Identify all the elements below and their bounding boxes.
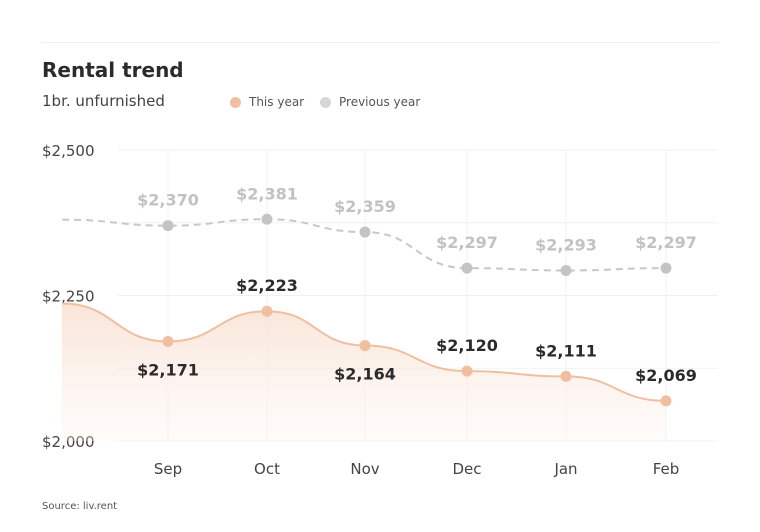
legend-label: Previous year — [339, 95, 421, 109]
top-divider — [42, 42, 718, 43]
source-note: Source: liv.rent — [42, 501, 118, 512]
legend-dot-previous-year — [320, 96, 331, 108]
chart-title: Rental trend — [42, 58, 184, 82]
legend-this-year: This year — [230, 95, 304, 109]
previous-year-point — [359, 226, 371, 238]
this-year-point — [359, 340, 371, 352]
previous-year-data-label: $2,370 — [137, 191, 199, 210]
y-tick-label: $2,500 — [42, 142, 95, 160]
this-year-point — [461, 365, 473, 377]
this-year-point — [162, 335, 174, 347]
previous-year-point — [660, 262, 672, 274]
this-year-data-label: $2,111 — [535, 341, 597, 360]
x-tick-label: Nov — [350, 460, 379, 478]
this-year-data-label: $2,069 — [635, 366, 697, 385]
previous-year-data-label: $2,297 — [436, 233, 498, 252]
x-tick-label: Oct — [254, 460, 280, 478]
x-tick-label: Jan — [553, 460, 577, 478]
legend-dot-this-year — [230, 96, 241, 108]
this-year-data-label: $2,164 — [334, 365, 396, 384]
this-year-data-label: $2,120 — [436, 336, 498, 355]
this-year-data-label: $2,223 — [236, 276, 298, 295]
legend-previous-year: Previous year — [320, 95, 420, 109]
this-year-point — [660, 395, 672, 407]
this-year-point — [560, 370, 572, 382]
x-tick-label: Feb — [653, 460, 680, 478]
previous-year-point — [461, 262, 473, 274]
previous-year-data-label: $2,297 — [635, 233, 697, 252]
previous-year-point — [560, 264, 572, 276]
previous-year-data-label: $2,293 — [535, 235, 597, 254]
this-year-point — [261, 305, 273, 317]
this-year-area — [62, 303, 666, 441]
chart-subtitle: 1br. unfurnished — [42, 92, 165, 110]
this-year-data-label: $2,171 — [137, 360, 199, 379]
previous-year-point — [162, 220, 174, 232]
previous-year-data-label: $2,359 — [334, 197, 396, 216]
x-tick-label: Sep — [154, 460, 182, 478]
y-tick-label: $2,250 — [42, 288, 95, 306]
previous-year-data-label: $2,381 — [236, 184, 298, 203]
x-tick-label: Dec — [452, 460, 481, 478]
legend-label: This year — [249, 95, 305, 109]
previous-year-point — [261, 213, 273, 225]
